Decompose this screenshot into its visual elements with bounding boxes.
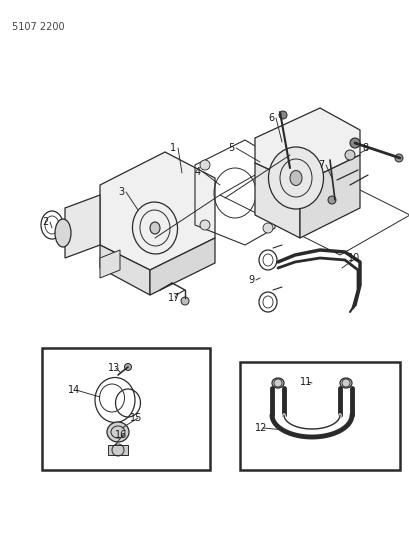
Ellipse shape — [289, 171, 301, 185]
Text: 12: 12 — [254, 423, 267, 433]
Text: 6: 6 — [267, 113, 274, 123]
Ellipse shape — [55, 219, 71, 247]
Circle shape — [344, 150, 354, 160]
Circle shape — [200, 160, 209, 170]
Text: 15: 15 — [130, 413, 142, 423]
Text: 2: 2 — [42, 217, 48, 227]
Text: 13: 13 — [108, 363, 120, 373]
Ellipse shape — [339, 378, 351, 388]
Text: 7: 7 — [317, 160, 324, 170]
Circle shape — [124, 364, 131, 370]
Polygon shape — [108, 445, 128, 455]
Polygon shape — [65, 195, 100, 258]
Text: 4: 4 — [195, 167, 201, 177]
Polygon shape — [254, 163, 299, 238]
Ellipse shape — [271, 378, 283, 388]
Text: 14: 14 — [68, 385, 80, 395]
Text: 5107 2200: 5107 2200 — [12, 22, 65, 32]
Circle shape — [262, 223, 272, 233]
Text: 9: 9 — [247, 275, 254, 285]
Text: 10: 10 — [347, 253, 360, 263]
Circle shape — [180, 297, 189, 305]
Text: 3: 3 — [118, 187, 124, 197]
Circle shape — [394, 154, 402, 162]
Circle shape — [262, 158, 272, 168]
Bar — [239, 362, 399, 470]
Text: 11: 11 — [299, 377, 312, 387]
Circle shape — [278, 111, 286, 119]
Circle shape — [200, 220, 209, 230]
Polygon shape — [100, 250, 120, 278]
Ellipse shape — [268, 147, 323, 209]
Text: 17: 17 — [168, 293, 180, 303]
Bar — [42, 348, 209, 470]
Ellipse shape — [150, 222, 160, 234]
Polygon shape — [299, 155, 359, 238]
Polygon shape — [150, 238, 214, 295]
Text: 5: 5 — [227, 143, 234, 153]
Text: 1: 1 — [170, 143, 176, 153]
Polygon shape — [100, 245, 150, 295]
Polygon shape — [254, 108, 359, 184]
Circle shape — [349, 138, 359, 148]
Text: 8: 8 — [361, 143, 367, 153]
Text: 16: 16 — [115, 430, 127, 440]
Polygon shape — [100, 152, 214, 270]
Circle shape — [327, 196, 335, 204]
Ellipse shape — [107, 422, 129, 442]
